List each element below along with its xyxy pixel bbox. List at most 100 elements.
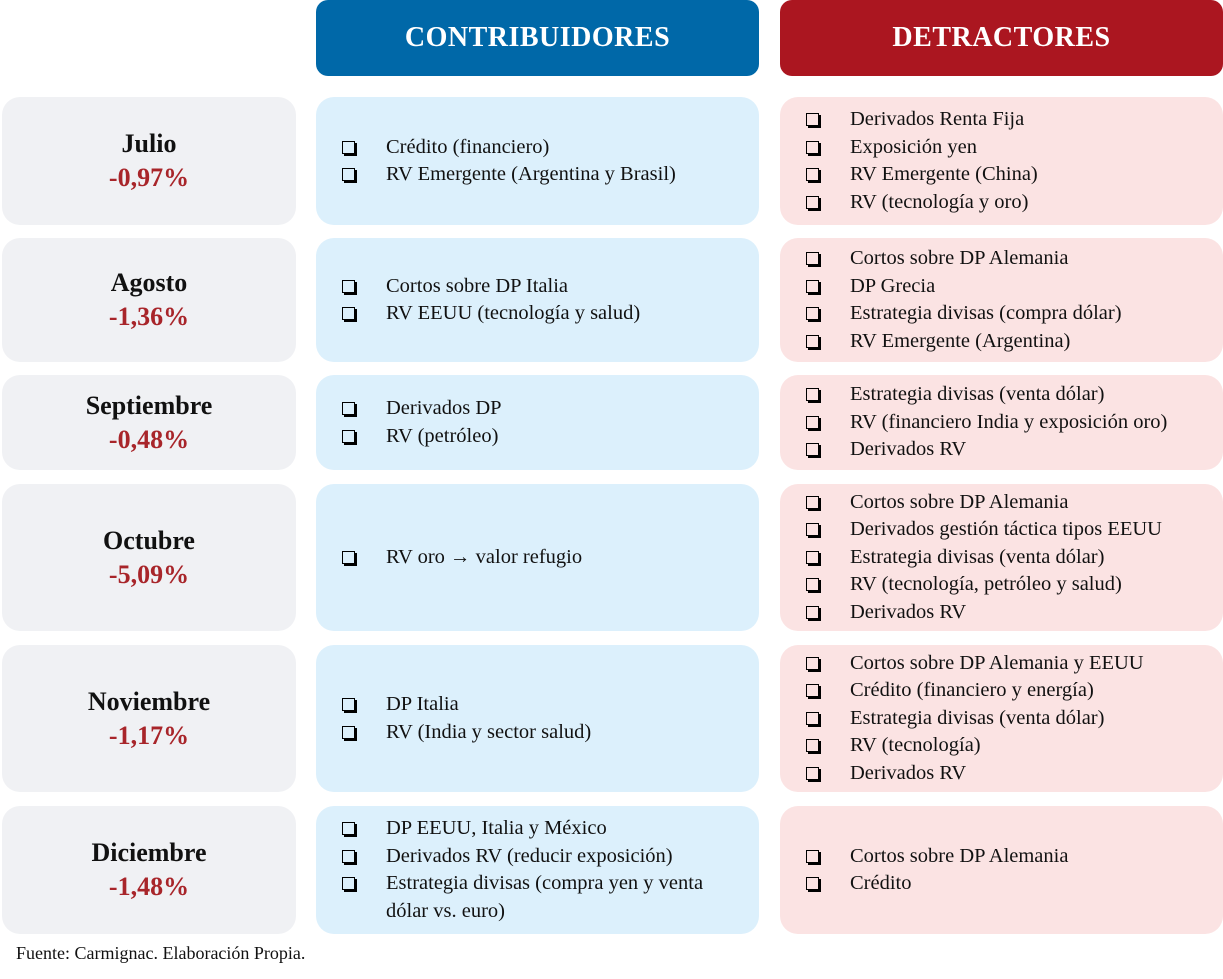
item-text: RV Emergente (Argentina y Brasil) <box>386 163 676 185</box>
list-item: Estrategia divisas (venta dólar) <box>804 381 1223 409</box>
month-cell: Diciembre -1,48% <box>2 806 296 934</box>
contributors-cell: Cortos sobre DP Italia RV EEUU (tecnologí… <box>316 238 759 362</box>
item-text: RV (tecnología, petróleo y salud) <box>850 573 1122 596</box>
contributors-header: CONTRIBUIDORES <box>316 0 759 76</box>
month-name: Octubre <box>103 525 195 555</box>
list-item: Crédito <box>804 870 1223 898</box>
list-item: Exposición yen <box>804 134 1223 162</box>
item-text: RV (tecnología y oro) <box>850 190 1029 213</box>
checkbox-icon <box>806 495 819 509</box>
list-item: RV (tecnología) <box>804 732 1223 760</box>
list-item: Derivados DP <box>340 395 759 423</box>
month-return: -1,36% <box>108 302 190 331</box>
list-item: Cortos sobre DP Alemania <box>804 245 1223 273</box>
item-text: Crédito <box>850 872 912 894</box>
item-text: RV EEUU (tecnología y salud) <box>386 302 641 324</box>
item-text: Cortos sobre DP Alemania <box>850 247 1069 269</box>
month-cell: Noviembre -1,17% <box>2 645 296 792</box>
checkbox-icon <box>342 698 355 711</box>
contributors-cell: Crédito (financiero) RV Emergente (Argent… <box>316 97 759 225</box>
list-item: Derivados RV <box>804 760 1223 788</box>
list-item: RV (India y sector salud) <box>340 719 759 747</box>
checkbox-icon <box>806 307 819 320</box>
list-item: Estrategia divisas (compra yen y venta d… <box>340 870 759 925</box>
detractors-cell: Estrategia divisas (venta dólar) RV (fina… <box>780 375 1223 470</box>
checkbox-icon <box>806 195 819 209</box>
month-return: -1,48% <box>108 872 190 901</box>
checkbox-icon <box>806 523 819 537</box>
checkbox-icon <box>806 578 819 592</box>
list-item: Derivados RV <box>804 599 1223 627</box>
item-text: Cortos sobre DP Alemania y EEUU <box>850 651 1144 674</box>
list-item: RV (tecnología y oro) <box>804 189 1223 217</box>
list-item: Derivados RV (reducir exposición) <box>340 843 759 871</box>
list-item: Crédito (financiero) <box>340 134 759 162</box>
month-cell: Octubre -5,09% <box>2 484 296 631</box>
checkbox-icon <box>806 168 819 181</box>
list-item: DP Grecia <box>804 273 1223 301</box>
checkbox-icon <box>806 550 819 564</box>
detractors-cell: Cortos sobre DP Alemania y EEUU Crédito (… <box>780 645 1223 792</box>
checkbox-icon <box>342 307 355 320</box>
item-text: Derivados RV <box>850 600 967 623</box>
list-item: Crédito (financiero y energía) <box>804 677 1223 705</box>
item-text: DP EEUU, Italia y México <box>386 817 607 839</box>
checkbox-icon <box>806 334 819 348</box>
list-item: RV Emergente (Argentina) <box>804 328 1223 356</box>
month-return: -1,17% <box>108 720 190 750</box>
list-item: Derivados RV <box>804 436 1223 464</box>
item-text: Estrategia divisas (compra dólar) <box>850 302 1122 324</box>
checkbox-icon <box>806 711 819 725</box>
checkbox-icon <box>806 415 819 429</box>
list-item: Cortos sobre DP Italia <box>340 273 759 301</box>
checkbox-icon <box>342 429 355 443</box>
checkbox-icon <box>806 443 819 457</box>
checkbox-icon <box>806 849 819 863</box>
checkbox-icon <box>806 279 819 293</box>
item-text: RV Emergente (China) <box>850 163 1038 185</box>
checkbox-icon <box>342 279 355 293</box>
item-text: RV (petróleo) <box>386 424 499 447</box>
item-text: RV (tecnología) <box>850 734 981 757</box>
item-text: RV (financiero India y exposición oro) <box>850 410 1168 433</box>
item-text: Derivados gestión táctica tipos EEUU <box>850 518 1162 541</box>
item-text: Estrategia divisas (venta dólar) <box>850 545 1105 568</box>
checkbox-icon <box>342 168 355 181</box>
checkbox-icon <box>806 113 819 126</box>
month-name: Noviembre <box>87 686 211 716</box>
month-name: Diciembre <box>91 838 207 867</box>
checkbox-icon <box>806 605 819 619</box>
item-text: Derivados RV <box>850 438 967 461</box>
contributors-cell: Derivados DP RV (petróleo) <box>316 375 759 470</box>
checkbox-icon <box>342 822 355 835</box>
item-text: Cortos sobre DP Alemania <box>850 844 1069 867</box>
list-item: RV Emergente (China) <box>804 161 1223 189</box>
checkbox-icon <box>342 140 355 154</box>
detractors-cell: Derivados Renta Fija Exposición yen RV Eme… <box>780 97 1223 225</box>
list-item: Cortos sobre DP Alemania <box>804 843 1223 871</box>
item-text: Estrategia divisas (compra yen y venta d… <box>386 872 704 922</box>
item-text: Estrategia divisas (venta dólar) <box>850 383 1105 406</box>
month-cell: Septiembre -0,48% <box>2 375 296 470</box>
list-item: Derivados Renta Fija <box>804 106 1223 134</box>
item-text: RV (India y sector salud) <box>386 720 592 743</box>
list-item: RV EEUU (tecnología y salud) <box>340 300 759 328</box>
detractors-cell: Cortos sobre DP Alemania DP Grecia Estrate… <box>780 238 1223 362</box>
checkbox-icon <box>342 402 355 415</box>
list-item: Estrategia divisas (compra dólar) <box>804 300 1223 328</box>
item-text: Crédito (financiero y energía) <box>850 679 1094 702</box>
checkbox-icon <box>806 877 819 890</box>
item-text: Derivados Renta Fija <box>850 108 1025 130</box>
contributors-cell: RV oro → valor refugio <box>316 484 759 631</box>
month-name: Julio <box>121 129 177 158</box>
list-item: Cortos sobre DP Alemania y EEUU <box>804 650 1223 678</box>
checkbox-icon <box>806 766 819 780</box>
item-text: Derivados DP <box>386 397 502 419</box>
checkbox-icon <box>342 877 355 890</box>
item-text: Derivados RV (reducir exposición) <box>386 844 673 867</box>
item-text: DP Italia <box>386 693 459 715</box>
list-item: RV (tecnología, petróleo y salud) <box>804 571 1223 599</box>
list-item: Estrategia divisas (venta dólar) <box>804 705 1223 733</box>
checkbox-icon <box>342 849 355 863</box>
item-text: Exposición yen <box>850 135 977 158</box>
